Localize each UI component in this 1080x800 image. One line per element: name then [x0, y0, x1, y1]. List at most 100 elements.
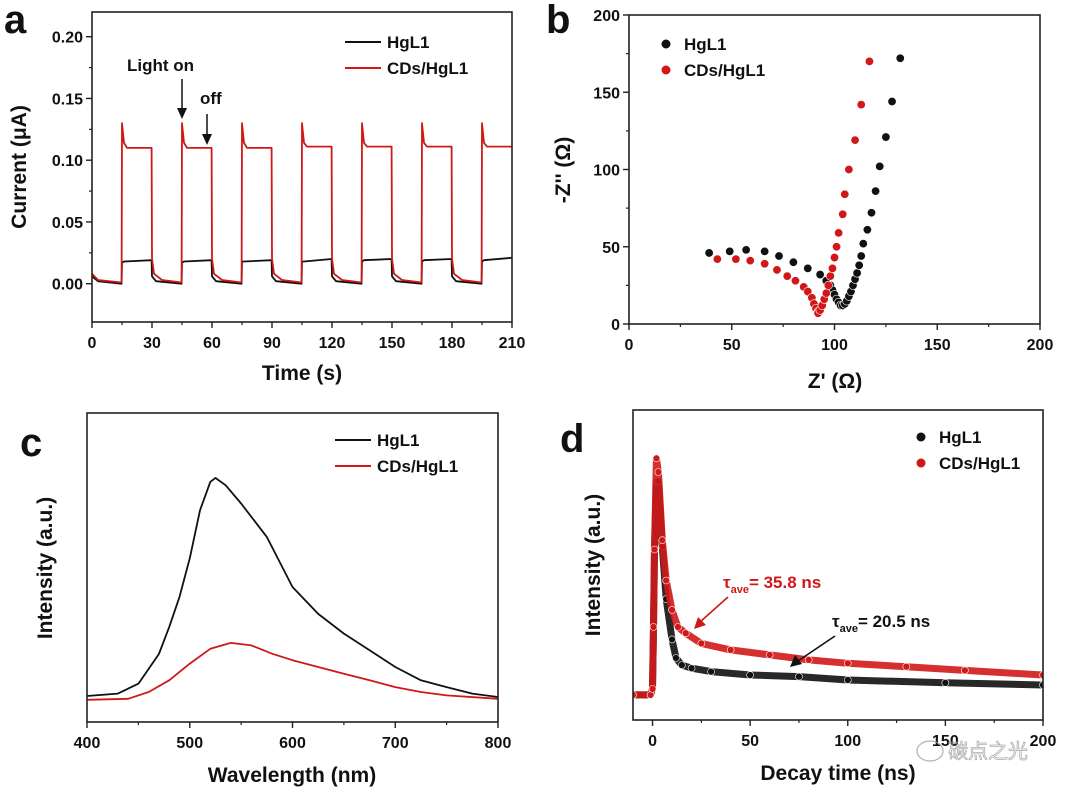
data-point	[649, 623, 658, 631]
legend-label: HgL1	[939, 428, 982, 447]
data-point	[941, 678, 950, 687]
data-point	[760, 259, 770, 269]
arrow-head-light-on	[177, 108, 187, 119]
data-point	[633, 691, 637, 699]
y-axis-title: Intensity (a.u.)	[582, 494, 605, 636]
watermark: 碳点之光	[916, 740, 1028, 763]
data-point	[731, 254, 741, 264]
legend-label: CDs/HgL1	[939, 454, 1020, 473]
data-point	[804, 656, 813, 664]
data-point	[862, 225, 872, 235]
tau-value: = 35.8 ns	[749, 573, 821, 592]
x-tick-label: 200	[1027, 337, 1054, 354]
data-point	[704, 248, 714, 258]
data-point	[961, 666, 969, 675]
x-tick-label: 600	[279, 735, 306, 752]
x-tick-label: 180	[439, 335, 466, 352]
y-tick-label: 0.15	[52, 91, 83, 108]
tau-symbol: τ	[832, 612, 840, 631]
legend-label: HgL1	[377, 431, 420, 450]
plot-frame	[632, 409, 1044, 721]
x-tick-label: 120	[319, 335, 346, 352]
data-point	[654, 468, 663, 476]
data-point	[881, 132, 891, 142]
x-tick-label: 100	[821, 337, 848, 354]
data-point	[790, 276, 800, 286]
data-point	[681, 629, 690, 638]
arrow-tau-cds	[699, 596, 729, 623]
x-axis-title: Wavelength (nm)	[208, 764, 376, 787]
data-point	[832, 242, 842, 252]
legend-swatch	[661, 65, 671, 75]
x-tick-label: 150	[379, 335, 406, 352]
y-tick-label: 0.20	[52, 30, 83, 47]
series-line-0	[87, 476, 498, 698]
annotation-light-on: Light on	[127, 56, 194, 75]
data-point	[856, 251, 866, 261]
annotation-tau-cds: τave= 35.8 ns	[723, 573, 821, 596]
tau-subscript: ave	[731, 584, 749, 596]
data-point	[662, 576, 670, 585]
data-point	[871, 186, 881, 196]
y-tick-label: 150	[593, 85, 620, 102]
y-tick-label: 0.10	[52, 153, 83, 170]
annotation-tau-hgl1: τave= 20.5 ns	[832, 612, 930, 635]
data-point	[672, 654, 680, 662]
arrow-head-tau-hgl1	[790, 655, 802, 667]
series-line-1	[92, 122, 512, 284]
data-point	[760, 246, 770, 256]
data-point	[745, 256, 755, 266]
x-tick-label: 50	[741, 733, 759, 750]
x-tick-label: 50	[723, 337, 741, 354]
data-point	[668, 606, 676, 614]
legend-label: CDs/HgL1	[684, 61, 765, 80]
panel-c-pl-spectrum: HgL1 CDs/HgL1 400 500 600 700 800 Wavelength (n…	[34, 412, 511, 787]
data-point	[772, 265, 782, 275]
legend-swatch	[916, 458, 926, 468]
arrow-head-tau-cds	[694, 617, 706, 629]
x-tick-label: 700	[382, 735, 409, 752]
data-point	[765, 651, 774, 659]
arrow-head-off	[202, 134, 212, 145]
y-tick-label: 0.00	[52, 277, 83, 294]
data-point	[668, 635, 676, 644]
y-axis-title: Current (μA)	[8, 105, 31, 229]
data-point	[687, 664, 696, 673]
x-tick-label: 0	[625, 337, 634, 354]
tau-symbol: τ	[723, 573, 731, 592]
data-point	[827, 263, 837, 273]
x-tick-label: 30	[143, 335, 161, 352]
x-tick-label: 90	[263, 335, 281, 352]
chat-bubble-icon	[916, 740, 944, 762]
data-point	[856, 100, 866, 110]
tau-subscript: ave	[840, 623, 858, 635]
legend-swatch	[916, 432, 926, 442]
x-tick-label: 500	[176, 735, 203, 752]
data-point	[746, 671, 754, 679]
legend-label: HgL1	[684, 35, 727, 54]
panel-label-d: d	[560, 417, 584, 461]
data-point	[838, 209, 848, 219]
x-tick-label: 400	[74, 735, 101, 752]
x-tick-label: 210	[499, 335, 526, 352]
data-point	[726, 646, 735, 654]
data-point	[834, 228, 844, 238]
data-point	[741, 245, 751, 255]
annotation-off: off	[200, 89, 222, 108]
data-point	[825, 271, 835, 281]
data-point	[707, 667, 715, 676]
data-point	[678, 661, 686, 669]
data-point	[902, 662, 911, 671]
data-point	[850, 135, 860, 145]
data-point	[821, 288, 831, 298]
tau-value: = 20.5 ns	[858, 612, 930, 631]
legend-label: CDs/HgL1	[377, 457, 458, 476]
data-point	[652, 454, 661, 463]
data-point	[843, 676, 852, 684]
data-point	[840, 189, 850, 199]
data-point	[843, 659, 852, 668]
data-point	[1039, 681, 1043, 689]
data-point	[858, 239, 868, 249]
y-tick-label: 50	[602, 240, 620, 257]
